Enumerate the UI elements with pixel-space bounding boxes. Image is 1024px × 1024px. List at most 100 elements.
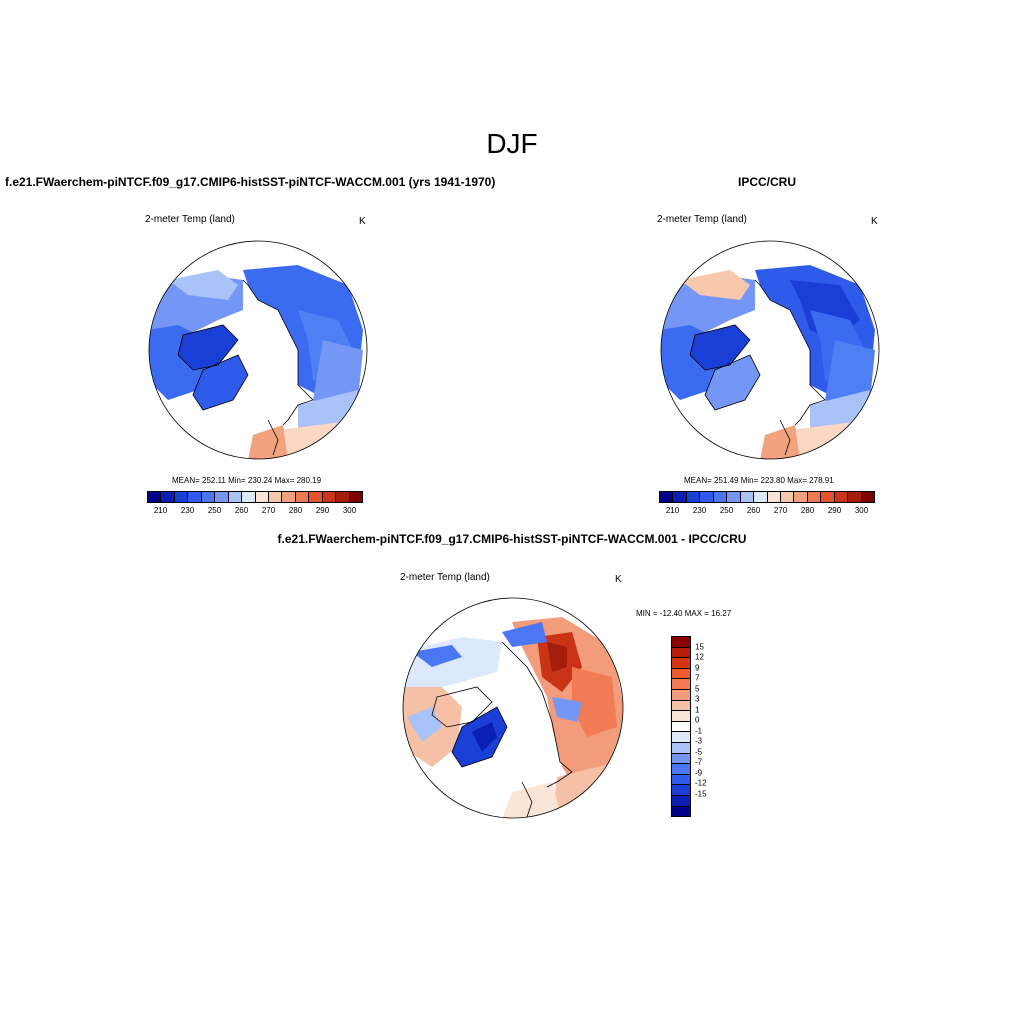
left-colorbar (147, 491, 363, 503)
colorbar-swatch (672, 700, 690, 712)
colorbar-swatch (713, 492, 728, 502)
diff-variable-label: 2-meter Temp (land) (400, 572, 490, 583)
colorbar-swatch (672, 806, 690, 817)
colorbar-tick-label: 280 (800, 506, 815, 515)
right-colorbar-swatches (659, 491, 875, 503)
colorbar-tick-label: 230 (692, 506, 707, 515)
colorbar-swatch (228, 492, 243, 502)
colorbar-tick-label: 270 (773, 506, 788, 515)
colorbar-swatch (861, 492, 874, 502)
right-colorbar (659, 491, 875, 503)
colorbar-swatch (672, 732, 690, 743)
colorbar-swatch (794, 492, 808, 502)
colorbar-swatch (700, 492, 714, 502)
colorbar-tick-label: 9 (695, 663, 700, 673)
colorbar-tick-label: -15 (695, 789, 707, 799)
colorbar-tick-label: 260 (234, 506, 249, 515)
colorbar-swatch (672, 795, 690, 807)
colorbar-tick-label: 230 (180, 506, 195, 515)
colorbar-swatch (848, 492, 862, 502)
colorbar-tick-label: 300 (342, 506, 357, 515)
colorbar-tick-label: 1 (695, 705, 700, 715)
diff-units-label: K (615, 574, 622, 585)
right-panel-title: IPCC/CRU (738, 175, 797, 189)
colorbar-tick-label: 5 (695, 684, 700, 694)
colorbar-swatch (336, 492, 350, 502)
colorbar-tick-label: 250 (719, 506, 734, 515)
diff-colorbar (671, 636, 691, 817)
diff-polar-map (402, 597, 624, 819)
colorbar-swatch (821, 492, 835, 502)
colorbar-swatch (754, 492, 768, 502)
colorbar-swatch (672, 658, 690, 669)
colorbar-swatch (322, 492, 337, 502)
colorbar-swatch (672, 637, 690, 648)
colorbar-swatch (727, 492, 741, 502)
colorbar-tick-label: 15 (695, 642, 704, 652)
right-stats: MEAN= 251.49 Min= 223.80 Max= 278.91 (684, 476, 834, 485)
left-stats: MEAN= 252.11 Min= 230.24 Max= 280.19 (172, 476, 322, 485)
colorbar-tick-label: -7 (695, 757, 703, 767)
colorbar-swatch (740, 492, 755, 502)
left-colorbar-swatches (147, 491, 363, 503)
right-units-label: K (871, 216, 878, 227)
colorbar-swatch (255, 492, 269, 502)
colorbar-swatch (672, 774, 690, 786)
colorbar-swatch (673, 492, 687, 502)
colorbar-tick-label: 290 (315, 506, 330, 515)
left-panel-title: f.e21.FWaerchem-piNTCF.f09_g17.CMIP6-his… (5, 175, 496, 189)
colorbar-swatch (174, 492, 189, 502)
colorbar-swatch (767, 492, 781, 502)
colorbar-tick-label: 300 (854, 506, 869, 515)
colorbar-swatch (660, 492, 674, 502)
colorbar-swatch (672, 742, 690, 754)
diff-stats: MIN = -12.40 MAX = 16.27 (636, 609, 732, 618)
colorbar-tick-label: 210 (665, 506, 680, 515)
colorbar-swatch (148, 492, 162, 502)
left-colorbar-labels: 210 230 250 260 270 280 290 300 (147, 506, 363, 516)
colorbar-swatch (672, 689, 690, 701)
colorbar-swatch (201, 492, 216, 502)
colorbar-swatch (672, 721, 690, 733)
colorbar-swatch (282, 492, 296, 502)
colorbar-swatch (672, 764, 690, 775)
diff-panel-title: f.e21.FWaerchem-piNTCF.f09_g17.CMIP6-his… (277, 532, 747, 546)
colorbar-swatch (686, 492, 701, 502)
colorbar-swatch (672, 753, 690, 765)
colorbar-swatch (672, 711, 690, 722)
colorbar-tick-label: 260 (746, 506, 761, 515)
colorbar-tick-label: -3 (695, 736, 703, 746)
colorbar-tick-label: 3 (695, 694, 700, 704)
colorbar-swatch (672, 785, 690, 796)
diff-colorbar-labels: 15 12 9 7 5 3 1 0 -1 -3 -5 -7 -9 -12 -15 (695, 636, 725, 815)
colorbar-swatch (242, 492, 256, 502)
colorbar-swatch (268, 492, 283, 502)
colorbar-swatch (295, 492, 310, 502)
right-colorbar-labels: 210 230 250 260 270 280 290 300 (659, 506, 875, 516)
diff-colorbar-swatches (671, 636, 691, 817)
colorbar-tick-label: 7 (695, 673, 700, 683)
colorbar-tick-label: -1 (695, 726, 703, 736)
colorbar-swatch (780, 492, 795, 502)
colorbar-tick-label: -9 (695, 768, 703, 778)
colorbar-tick-label: 280 (288, 506, 303, 515)
left-variable-label: 2-meter Temp (land) (145, 214, 235, 225)
colorbar-swatch (672, 647, 690, 659)
colorbar-tick-label: 210 (153, 506, 168, 515)
colorbar-tick-label: 250 (207, 506, 222, 515)
colorbar-swatch (161, 492, 175, 502)
left-units-label: K (359, 216, 366, 227)
colorbar-tick-label: 290 (827, 506, 842, 515)
colorbar-tick-label: 270 (261, 506, 276, 515)
colorbar-swatch (309, 492, 323, 502)
left-polar-map (148, 240, 368, 460)
colorbar-swatch (834, 492, 849, 502)
colorbar-swatch (188, 492, 202, 502)
colorbar-tick-label: 0 (695, 715, 700, 725)
right-polar-map (660, 240, 880, 460)
colorbar-tick-label: -5 (695, 747, 703, 757)
colorbar-tick-label: -12 (695, 778, 707, 788)
main-title: DJF (486, 128, 538, 159)
colorbar-swatch (215, 492, 229, 502)
right-variable-label: 2-meter Temp (land) (657, 214, 747, 225)
